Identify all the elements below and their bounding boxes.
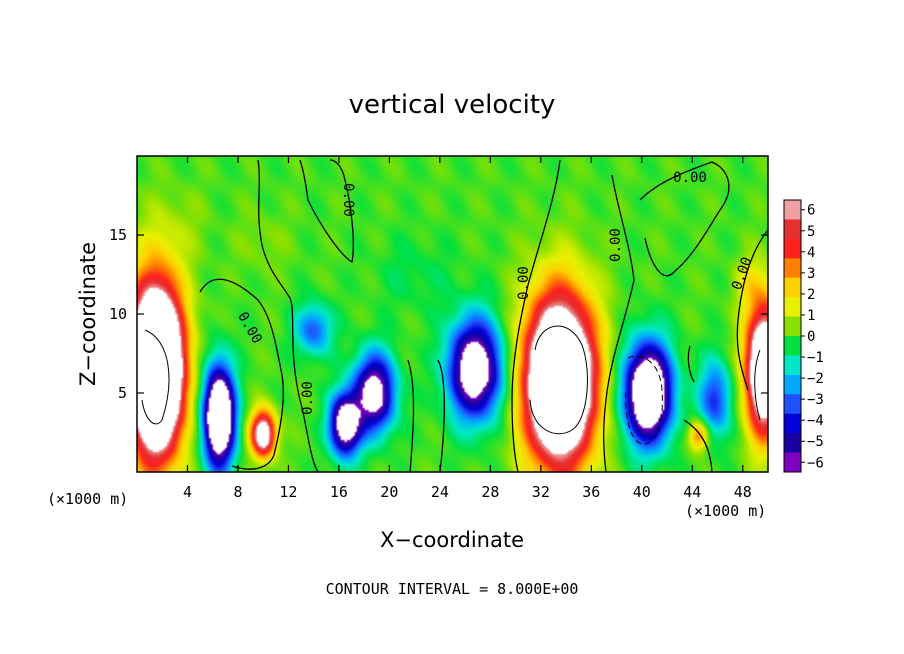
- x-tick-label: 20: [380, 483, 398, 501]
- zero-contour-line: [603, 174, 635, 472]
- x-tick-label: 36: [582, 483, 600, 501]
- colorbar-tick-label: 4: [807, 245, 815, 261]
- x-unit-right: (×1000 m): [685, 502, 766, 520]
- y-tick-label: 10: [109, 305, 127, 323]
- colorbar-tick-label: 6: [807, 203, 815, 219]
- positive-contour: [141, 329, 170, 425]
- colorbar-tick-label: 3: [807, 266, 815, 282]
- colorbar-segment: [784, 219, 801, 240]
- zero-contour-line: [299, 159, 354, 264]
- x-tick-label: 8: [233, 483, 242, 501]
- colorbar-segment: [784, 316, 801, 337]
- colorbar-segment: [784, 394, 801, 415]
- contour-label: 0.00: [608, 228, 624, 262]
- colorbar-tick-label: −1: [807, 350, 824, 366]
- x-tick-label: 40: [633, 483, 651, 501]
- colorbar-segment: [784, 433, 801, 454]
- colorbar-segment: [784, 200, 801, 220]
- negative-contour: [625, 355, 663, 445]
- heatmap-field: [137, 156, 768, 472]
- colorbar-tick-label: −2: [807, 371, 824, 387]
- colorbar-tick-label: 2: [807, 287, 815, 303]
- y-axis-ticks: 5 10 15: [109, 226, 768, 402]
- x-tick-label: 12: [279, 483, 297, 501]
- x-axis-ticks: 4 8 12 16 20 24 28 32 36 40 44 48: [183, 156, 752, 501]
- colorbar-segment: [784, 277, 801, 298]
- x-tick-label: 44: [683, 483, 701, 501]
- x-tick-label: 4: [183, 483, 192, 501]
- zero-contour-line: [407, 359, 415, 472]
- contour-label: 0.00: [673, 170, 707, 186]
- zero-contour-line: [257, 159, 319, 472]
- contour-label: 0.00: [340, 183, 356, 217]
- zero-contour-line: [683, 419, 713, 472]
- colorbar-segment: [784, 413, 801, 434]
- positive-contour: [754, 349, 761, 421]
- y-tick-label: 15: [109, 226, 127, 244]
- x-unit-left: (×1000 m): [47, 490, 128, 508]
- x-axis-label: X−coordinate: [380, 528, 524, 552]
- zero-contour-line: [687, 345, 695, 383]
- colorbar-tick-label: −3: [807, 392, 824, 408]
- colorbar-segment: [784, 374, 801, 395]
- colorbar-segment: [784, 452, 801, 473]
- heatmap-image: [137, 156, 768, 472]
- colorbar-segment: [784, 336, 801, 356]
- x-tick-label: 24: [431, 483, 449, 501]
- colorbar-tick-label: −5: [807, 434, 824, 450]
- y-axis-label: Z−coordinate: [76, 242, 100, 386]
- contour-label: 0.00: [516, 266, 532, 300]
- x-tick-label: 16: [330, 483, 348, 501]
- positive-contour: [529, 325, 588, 435]
- chart-title: vertical velocity: [349, 90, 556, 120]
- colorbar: [783, 199, 802, 473]
- colorbar-segment: [784, 258, 801, 279]
- colorbar-tick-label: −6: [807, 455, 824, 471]
- zero-contour-line: [736, 229, 768, 391]
- colorbar-tick-label: −4: [807, 413, 824, 429]
- zero-contour-line: [511, 159, 561, 472]
- colorbar-tick-label: 5: [807, 224, 815, 240]
- colorbar-tick-label: 1: [807, 308, 815, 324]
- colorbar-tick-label: 0: [807, 329, 815, 345]
- zero-contour-line: [199, 278, 284, 470]
- y-tick-label: 5: [118, 384, 127, 402]
- zero-contour-line: [639, 161, 730, 277]
- colorbar-segment: [784, 297, 801, 318]
- contour-lines: [141, 159, 768, 472]
- zero-contour-line: [437, 359, 445, 472]
- contour-interval-note: CONTOUR INTERVAL = 8.000E+00: [326, 580, 579, 598]
- x-tick-label: 32: [532, 483, 550, 501]
- colorbar-segment: [784, 238, 801, 259]
- contour-label: 0.00: [300, 381, 316, 415]
- x-tick-label: 28: [481, 483, 499, 501]
- colorbar-segment: [784, 355, 801, 376]
- x-tick-label: 48: [734, 483, 752, 501]
- colorbar-tick-labels: 6 5 4 3 2 1 0 −1 −2 −3 −4 −5 −6: [801, 203, 824, 471]
